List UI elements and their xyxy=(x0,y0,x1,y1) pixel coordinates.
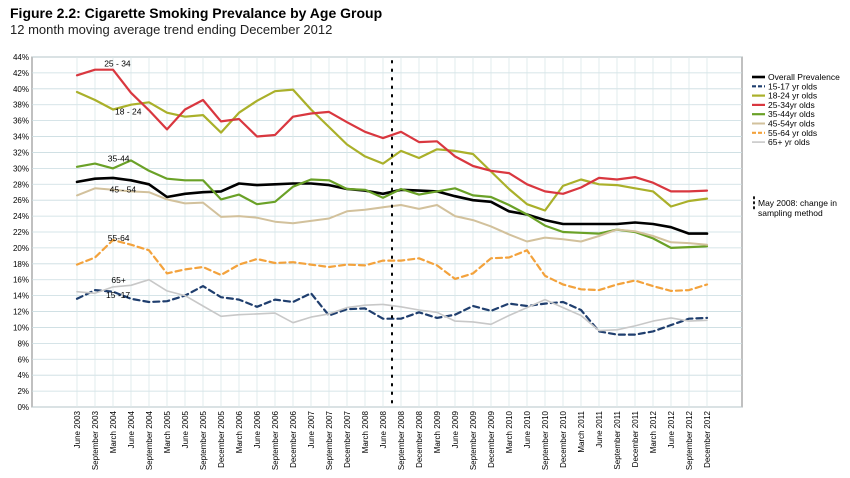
x-tick-label: June 2005 xyxy=(181,410,190,448)
x-tick-label: December 2005 xyxy=(217,410,226,467)
series-line-3 xyxy=(75,68,709,195)
y-tick-label: 6% xyxy=(17,355,29,364)
x-tick-label: March 2008 xyxy=(361,410,370,453)
y-tick-label: 20% xyxy=(13,244,29,253)
x-tick-label: September 2011 xyxy=(613,410,622,469)
x-tick-label: December 2007 xyxy=(343,410,352,467)
x-tick-label: June 2006 xyxy=(253,410,262,448)
x-tick-label: December 2012 xyxy=(703,410,712,467)
series-line-4 xyxy=(75,159,709,249)
y-tick-label: 34% xyxy=(13,133,29,142)
series-annotation: 15 -17 xyxy=(106,290,130,300)
y-tick-label: 18% xyxy=(13,260,29,269)
y-tick-label: 10% xyxy=(13,323,29,332)
x-tick-label: December 2008 xyxy=(415,410,424,467)
legend-label: 35-44yr olds xyxy=(768,109,815,119)
y-tick-label: 26% xyxy=(13,196,29,205)
y-tick-label: 38% xyxy=(13,101,29,110)
x-tick-label: March 2009 xyxy=(433,410,442,453)
x-tick-label: June 2012 xyxy=(667,410,676,448)
y-tick-label: 0% xyxy=(17,403,29,412)
x-tick-label: March 2012 xyxy=(649,410,658,453)
series-line-2 xyxy=(75,88,709,212)
y-tick-label: 8% xyxy=(17,339,29,348)
y-tick-label: 22% xyxy=(13,228,29,237)
x-tick-label: September 2005 xyxy=(199,410,208,470)
y-tick-label: 36% xyxy=(13,117,29,126)
x-tick-label: September 2012 xyxy=(685,410,694,470)
x-tick-label: March 2011 xyxy=(577,410,586,452)
x-tick-label: March 2006 xyxy=(235,410,244,453)
x-tick-label: September 2004 xyxy=(145,410,154,470)
y-tick-label: 12% xyxy=(13,308,29,317)
y-tick-label: 4% xyxy=(17,371,29,380)
chart-title: Figure 2.2: Cigarette Smoking Prevalance… xyxy=(10,5,383,21)
series-annotation: 25 - 34 xyxy=(104,59,131,69)
series-line-6 xyxy=(75,238,709,292)
y-axis-ticks: 0% 2% 4% 6% 8% 10% 12% 14% 16% 18% 20% 22% 24% 26% 28%… xyxy=(13,53,29,412)
x-tick-label: June 2011 xyxy=(595,410,604,447)
y-tick-label: 44% xyxy=(13,53,29,62)
x-axis-ticks: June 2003 September 2003 March 2004 June 20… xyxy=(73,410,712,470)
series-annotation: 55-64 xyxy=(108,233,130,243)
x-tick-label: September 2006 xyxy=(271,410,280,470)
legend-label: 65+ yr olds xyxy=(768,137,810,147)
marker-note: sampling method xyxy=(758,208,823,218)
series-line-1 xyxy=(75,285,709,336)
x-tick-label: June 2004 xyxy=(127,410,136,448)
chart-subtitle: 12 month moving average trend ending Dec… xyxy=(10,22,333,37)
series-annotations: 25 - 34 18 - 24 35-44 45 - 54 55-64 65+ 15 -17 xyxy=(104,59,142,300)
legend-label: 55-64 yr olds xyxy=(768,128,817,138)
x-tick-label: March 2004 xyxy=(109,410,118,453)
series-annotation: 35-44 xyxy=(108,153,130,163)
y-tick-label: 14% xyxy=(13,292,29,301)
x-tick-label: June 2003 xyxy=(73,410,82,448)
y-tick-label: 32% xyxy=(13,148,29,157)
series-annotation: 18 - 24 xyxy=(115,107,142,117)
x-tick-label: June 2007 xyxy=(307,410,316,448)
series-line-0 xyxy=(75,176,709,235)
series-line-7 xyxy=(76,278,708,332)
x-tick-label: March 2005 xyxy=(163,410,172,453)
x-tick-label: September 2003 xyxy=(91,410,100,470)
y-tick-label: 16% xyxy=(13,276,29,285)
series-annotation: 65+ xyxy=(111,275,125,285)
y-tick-label: 2% xyxy=(17,387,29,396)
x-tick-label: September 2009 xyxy=(469,410,478,470)
x-tick-label: December 2010 xyxy=(559,410,568,467)
x-tick-label: September 2008 xyxy=(397,410,406,470)
legend-label: Overall Prevalence xyxy=(768,72,840,82)
x-tick-label: September 2010 xyxy=(541,410,550,470)
y-tick-label: 28% xyxy=(13,180,29,189)
y-tick-label: 24% xyxy=(13,212,29,221)
x-tick-label: September 2007 xyxy=(325,410,334,470)
legend-label: 18-24 yr olds xyxy=(768,91,817,101)
y-tick-label: 30% xyxy=(13,164,29,173)
y-tick-label: 42% xyxy=(13,69,29,78)
x-tick-label: June 2008 xyxy=(379,410,388,448)
x-tick-label: December 2011 xyxy=(631,410,640,467)
x-tick-label: December 2006 xyxy=(289,410,298,467)
x-tick-label: December 2009 xyxy=(487,410,496,467)
legend-label: 25-34yr olds xyxy=(768,100,815,110)
legend-label: 45-54yr olds xyxy=(768,119,815,129)
series-annotation: 45 - 54 xyxy=(110,184,137,194)
x-tick-label: March 2010 xyxy=(505,410,514,453)
legend-label: 15-17 yr olds xyxy=(768,81,817,91)
x-tick-label: June 2009 xyxy=(451,410,460,448)
marker-note: May 2008: change in xyxy=(758,198,837,208)
y-tick-label: 40% xyxy=(13,85,29,94)
x-tick-label: June 2010 xyxy=(523,410,532,448)
